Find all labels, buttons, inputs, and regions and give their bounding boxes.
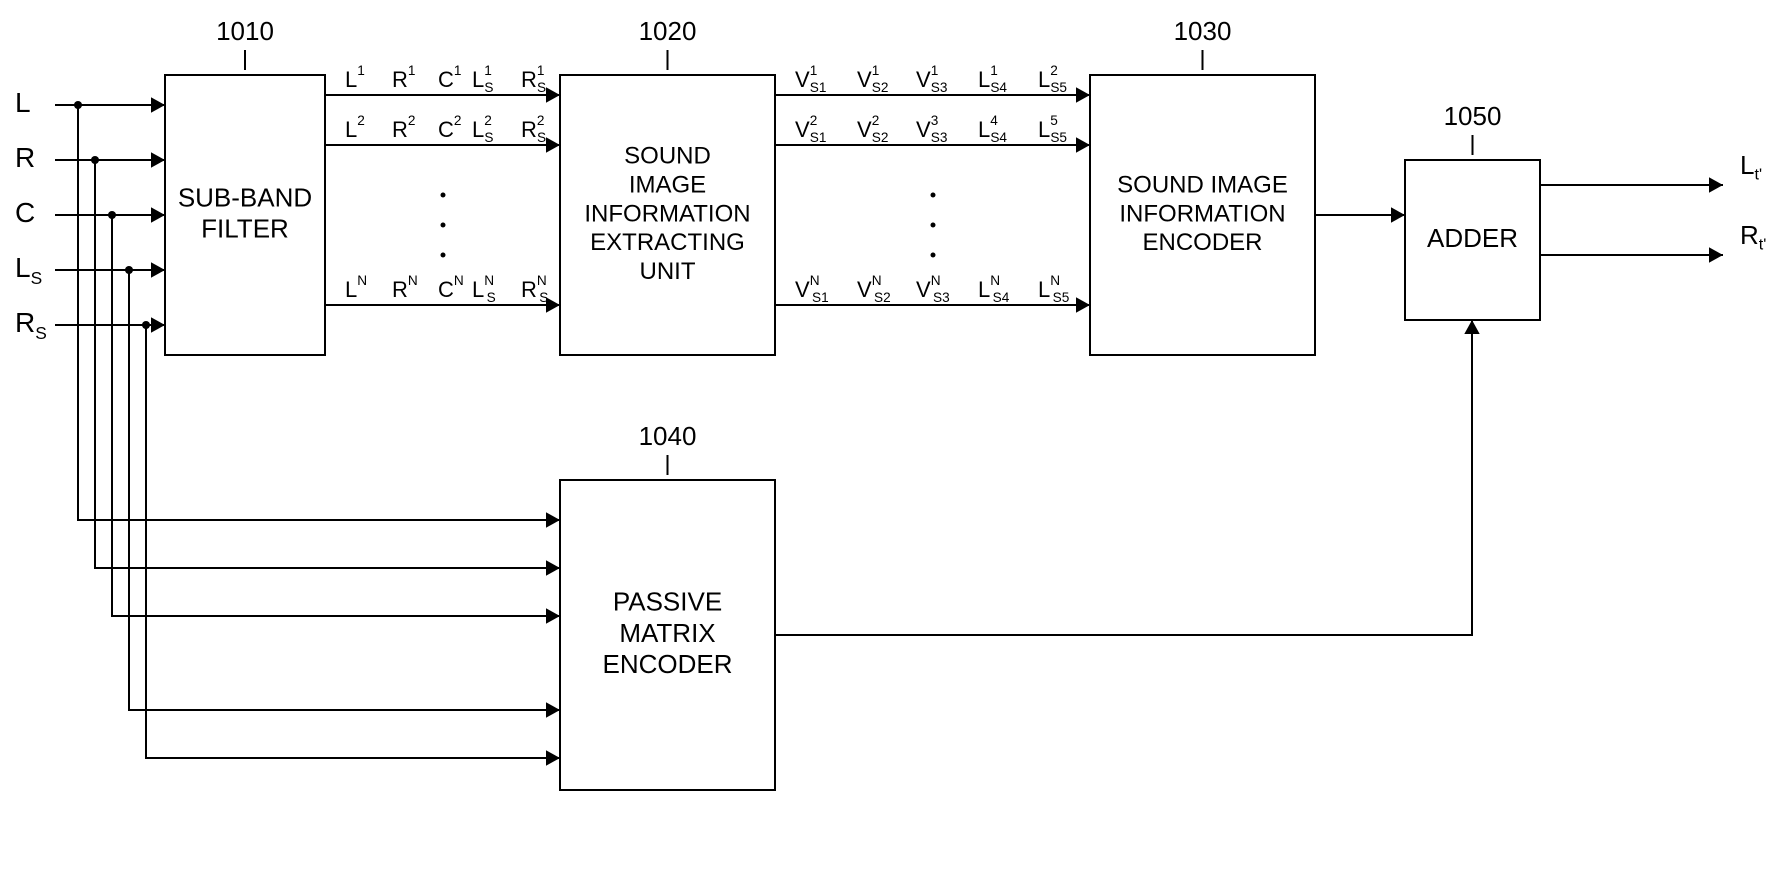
svg-text:VNS3: VNS3 [916,273,950,305]
svg-text:R2S: R2S [521,113,546,145]
svg-text:R1S: R1S [521,63,546,95]
svg-text:1040: 1040 [639,421,697,451]
svg-text:PASSIVE: PASSIVE [613,587,722,617]
svg-text:RN: RN [392,273,418,302]
svg-text:IMAGE: IMAGE [629,172,706,199]
svg-text:LNS4: LNS4 [978,273,1010,305]
svg-text:C2: C2 [438,113,461,142]
svg-text:LNS: LNS [472,273,496,305]
svg-text:V1S1: V1S1 [795,63,826,95]
svg-text:V3S3: V3S3 [916,113,947,145]
svg-text:EXTRACTING: EXTRACTING [590,229,745,256]
svg-text:CN: CN [438,273,464,302]
svg-text:L4S4: L4S4 [978,113,1007,145]
svg-text:Lt': Lt' [1740,150,1762,184]
svg-text:L5S5: L5S5 [1038,113,1067,145]
svg-text:V2S1: V2S1 [795,113,826,145]
svg-text:V2S2: V2S2 [857,113,888,145]
svg-text:L: L [15,87,31,118]
svg-text:LNS5: LNS5 [1038,273,1069,305]
svg-text:L2: L2 [345,113,365,142]
block-diagram: 1010SUB-BANDFILTER1020SOUNDIMAGEINFORMAT… [0,0,1783,878]
svg-text:SUB-BAND: SUB-BAND [178,182,312,212]
svg-text:R1: R1 [392,63,415,92]
svg-text:LS: LS [15,252,42,287]
svg-text:ENCODER: ENCODER [602,649,732,679]
svg-text:1030: 1030 [1174,16,1232,46]
svg-text:FILTER: FILTER [201,213,289,243]
svg-text:L1S: L1S [472,63,493,95]
svg-text:1050: 1050 [1444,101,1502,131]
svg-text:UNIT: UNIT [640,258,696,285]
svg-text:L1S4: L1S4 [978,63,1007,95]
svg-text:L2S5: L2S5 [1038,63,1067,95]
svg-text:ADDER: ADDER [1427,223,1518,253]
svg-text:1010: 1010 [216,16,274,46]
svg-text:MATRIX: MATRIX [619,618,715,648]
svg-text:Rt': Rt' [1740,220,1766,254]
svg-text:INFORMATION: INFORMATION [584,200,750,227]
svg-text:L1: L1 [345,63,365,92]
svg-text:C1: C1 [438,63,461,92]
svg-text:RS: RS [15,307,47,342]
svg-text:R2: R2 [392,113,415,142]
svg-text:VNS2: VNS2 [857,273,891,305]
svg-text:L2S: L2S [472,113,493,145]
svg-text:V1S2: V1S2 [857,63,888,95]
svg-text:VNS1: VNS1 [795,273,829,305]
svg-text:INFORMATION: INFORMATION [1119,200,1285,227]
svg-text:C: C [15,197,35,228]
svg-text:RNS: RNS [521,273,548,305]
svg-text:SOUND IMAGE: SOUND IMAGE [1117,172,1288,199]
svg-text:SOUND: SOUND [624,143,711,170]
svg-text:LN: LN [345,273,367,302]
svg-text:V1S3: V1S3 [916,63,947,95]
svg-text:ENCODER: ENCODER [1142,229,1262,256]
svg-text:1020: 1020 [639,16,697,46]
svg-text:R: R [15,142,35,173]
